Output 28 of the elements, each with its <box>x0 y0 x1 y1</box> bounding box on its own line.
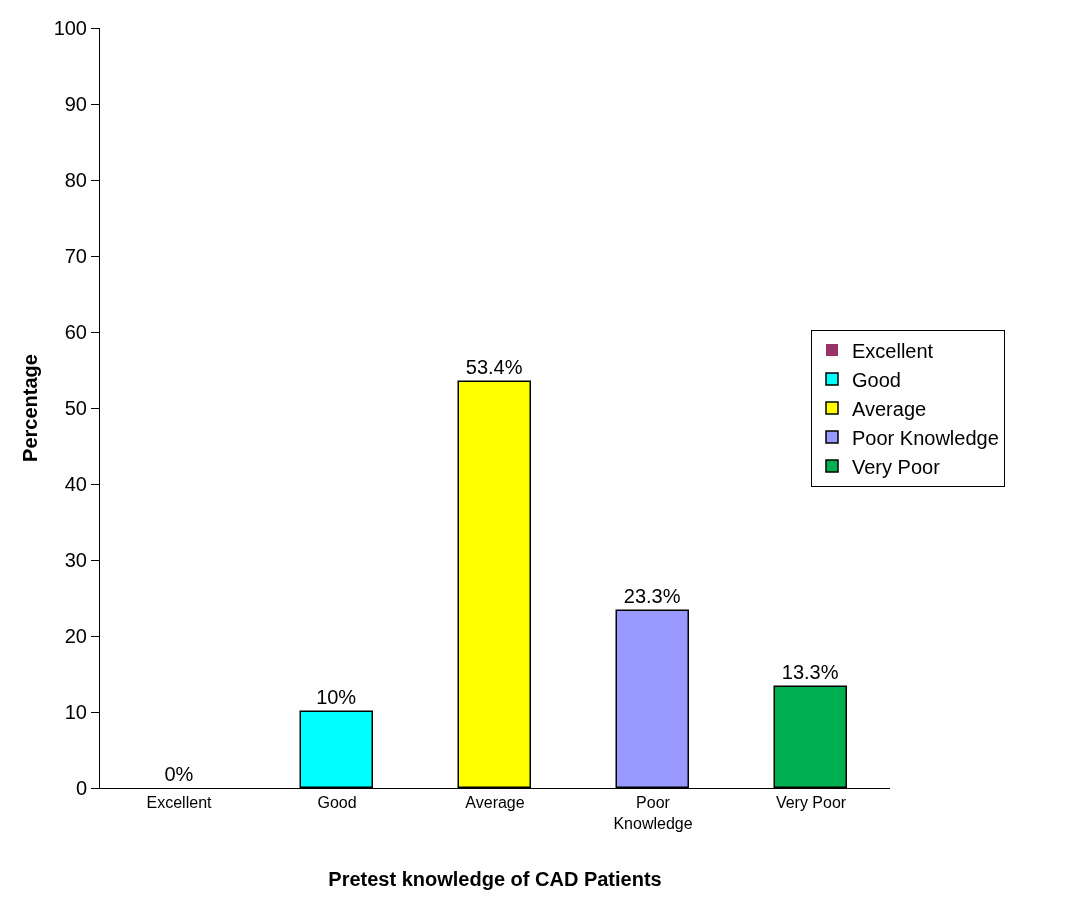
y-tick-label: 100 <box>53 17 87 39</box>
y-tick-label: 80 <box>64 169 87 191</box>
data-label: 13.3% <box>781 661 839 684</box>
x-axis-title: Pretest knowledge of CAD Patients <box>328 867 662 890</box>
legend-label: Good <box>852 368 901 391</box>
data-label: 10% <box>316 686 357 709</box>
data-label: 0% <box>164 763 194 785</box>
x-tick-label: Very Poor <box>775 794 847 812</box>
y-tick-label: 10 <box>64 701 87 723</box>
x-tick-label: Poor Knowledge <box>613 794 693 832</box>
x-tick-label: Average <box>465 794 525 812</box>
data-label: 23.3% <box>623 585 681 608</box>
y-tick-label: 40 <box>64 473 87 495</box>
y-tick-label: 90 <box>64 93 87 115</box>
y-tick-label: 0 <box>75 777 87 799</box>
data-label: 53.4% <box>465 356 523 379</box>
legend-label: Average <box>852 397 927 420</box>
x-tick-label: Good <box>317 794 357 812</box>
x-tick-label: Excellent <box>146 794 213 812</box>
y-tick-label: 60 <box>64 321 87 343</box>
y-tick-label: 20 <box>64 625 87 647</box>
legend-label: Very Poor <box>852 455 941 478</box>
y-tick-label: 30 <box>64 549 87 571</box>
y-tick-label: 50 <box>64 397 87 419</box>
y-axis-title: Percentage <box>19 354 42 462</box>
legend-label: Excellent <box>852 339 934 362</box>
y-tick-label: 70 <box>64 245 87 267</box>
legend-label: Poor Knowledge <box>852 426 999 449</box>
